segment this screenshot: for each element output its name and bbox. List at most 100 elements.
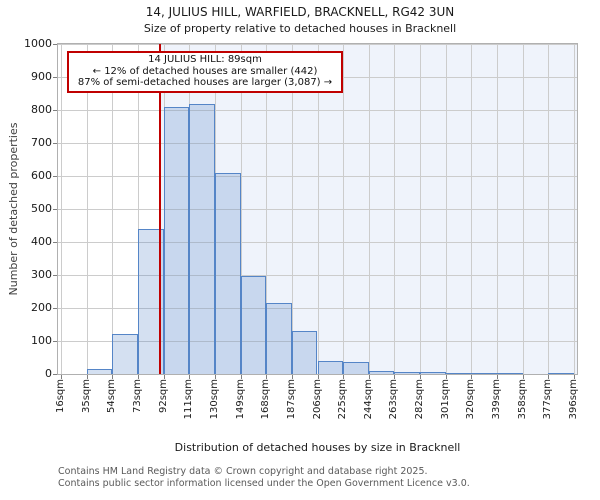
x-tick-label: 187sqm (285, 379, 297, 420)
histogram-bar (471, 373, 498, 374)
x-tick-mark (240, 375, 242, 379)
histogram-bar (420, 372, 446, 374)
x-tick-mark (61, 375, 62, 379)
y-tick-mark (53, 374, 57, 375)
x-gridline (445, 44, 447, 374)
annotation-property-size: 14 JULIUS HILL: 89sqm (148, 54, 262, 65)
x-tick-label: 16sqm (55, 379, 66, 414)
y-tick-mark (53, 143, 57, 144)
y-tick-mark (53, 176, 57, 177)
y-tick-label: 100 (31, 334, 52, 347)
x-gridline (240, 44, 242, 374)
x-axis-title: Distribution of detached houses by size … (174, 441, 461, 454)
histogram-bar (368, 370, 395, 374)
y-tick-label: 1000 (24, 37, 52, 50)
annotation-smaller-stat: ← 12% of detached houses are smaller (44… (92, 65, 318, 77)
x-tick-label: 111sqm (183, 379, 195, 420)
x-gridline (266, 44, 268, 374)
x-tick-label: 282sqm (414, 379, 426, 420)
x-gridline (137, 44, 139, 374)
x-gridline (343, 44, 345, 374)
x-tick-label: 377sqm (542, 379, 554, 420)
y-tick-label: 200 (31, 301, 52, 314)
x-tick-mark (137, 375, 139, 379)
annotation-box: 14 JULIUS HILL: 89sqm ← 12% of detached … (67, 51, 343, 93)
x-tick-label: 206sqm (311, 379, 323, 420)
footer-line-2: Contains public sector information licen… (58, 477, 470, 489)
x-tick-mark (343, 375, 345, 379)
y-tick-mark (53, 209, 57, 210)
x-tick-mark (471, 375, 473, 379)
x-tick-label: 92sqm (157, 379, 169, 414)
footer-attribution: Contains HM Land Registry data © Crown c… (58, 466, 470, 489)
plot-area: 14 JULIUS HILL: 89sqm ← 12% of detached … (57, 43, 578, 375)
x-tick-label: 168sqm (260, 379, 272, 420)
x-tick-label: 225sqm (337, 379, 349, 420)
x-gridline (61, 44, 62, 374)
x-tick-mark (394, 375, 396, 379)
histogram-bar (189, 104, 215, 374)
property-size-marker-line (158, 44, 161, 374)
x-tick-label: 301sqm (439, 379, 451, 420)
histogram-bar (343, 362, 369, 374)
y-tick-label: 600 (31, 169, 52, 182)
x-tick-label: 263sqm (388, 379, 400, 420)
y-tick-mark (53, 275, 57, 276)
x-tick-mark (317, 375, 319, 379)
x-tick-label: 339sqm (491, 379, 503, 420)
y-tick-mark (53, 242, 57, 243)
y-tick-label: 300 (31, 268, 52, 281)
histogram-bar (445, 373, 472, 374)
histogram-bar (291, 330, 318, 374)
histogram-bar (163, 107, 190, 374)
histogram-bar (112, 334, 138, 374)
x-gridline (522, 44, 524, 374)
x-tick-label: 358sqm (516, 379, 528, 420)
x-tick-mark (266, 375, 268, 379)
x-tick-mark (189, 375, 191, 379)
histogram-bar (548, 373, 574, 374)
x-tick-mark (291, 375, 293, 379)
y-tick-mark (53, 44, 57, 45)
x-tick-label: 54sqm (106, 379, 118, 414)
y-tick-mark (53, 77, 57, 78)
x-gridline (471, 44, 473, 374)
histogram-bar (214, 172, 241, 374)
x-tick-label: 149sqm (234, 379, 246, 420)
histogram-bar (86, 368, 113, 374)
x-gridline (291, 44, 293, 374)
y-tick-label: 800 (31, 103, 52, 116)
histogram-bar (317, 360, 344, 374)
chart-title: 14, JULIUS HILL, WARFIELD, BRACKNELL, RG… (145, 5, 455, 19)
x-tick-label: 244sqm (362, 379, 374, 420)
x-tick-mark (163, 375, 165, 379)
x-tick-label: 73sqm (131, 379, 143, 414)
chart-subtitle: Size of property relative to detached ho… (143, 22, 457, 35)
x-tick-mark (497, 375, 499, 379)
x-tick-mark (112, 375, 114, 379)
y-tick-label: 500 (31, 202, 52, 215)
y-tick-label: 0 (45, 367, 52, 380)
x-tick-mark (368, 375, 370, 379)
histogram-bar (266, 302, 292, 374)
x-tick-label: 35sqm (80, 379, 92, 414)
y-tick-mark (53, 341, 57, 342)
x-gridline (86, 44, 88, 374)
x-tick-mark (420, 375, 422, 379)
x-gridline (394, 44, 396, 374)
x-gridline (112, 44, 114, 374)
x-tick-mark (214, 375, 216, 379)
x-tick-label: 396sqm (568, 379, 579, 420)
histogram-bar (497, 373, 523, 374)
y-tick-label: 400 (31, 235, 52, 248)
y-tick-mark (53, 308, 57, 309)
x-tick-label: 130sqm (208, 379, 220, 420)
y-tick-label: 700 (31, 136, 52, 149)
x-tick-mark (522, 375, 524, 379)
x-gridline (497, 44, 499, 374)
x-tick-mark (548, 375, 550, 379)
x-tick-mark (574, 375, 575, 379)
x-gridline (574, 44, 575, 374)
y-tick-label: 900 (31, 70, 52, 83)
